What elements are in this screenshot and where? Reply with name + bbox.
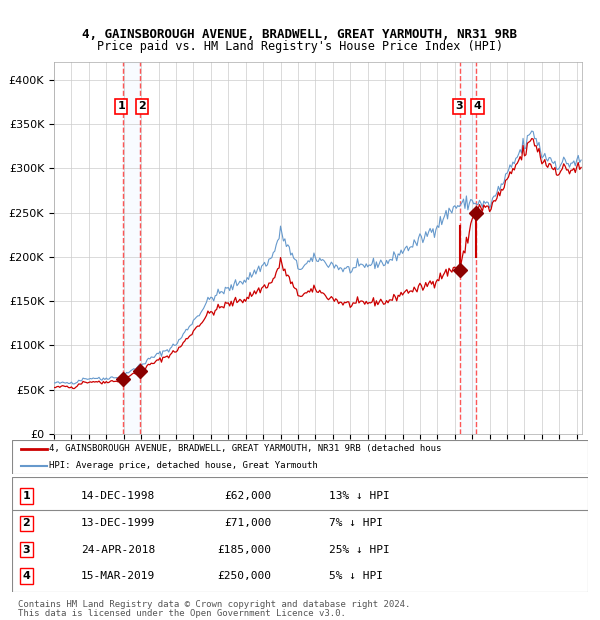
Text: 5% ↓ HPI: 5% ↓ HPI bbox=[329, 571, 383, 581]
Text: This data is licensed under the Open Government Licence v3.0.: This data is licensed under the Open Gov… bbox=[18, 609, 346, 618]
Text: HPI: Average price, detached house, Great Yarmouth: HPI: Average price, detached house, Grea… bbox=[49, 461, 318, 471]
Text: 7% ↓ HPI: 7% ↓ HPI bbox=[329, 518, 383, 528]
Text: 2: 2 bbox=[23, 518, 30, 528]
Text: 13% ↓ HPI: 13% ↓ HPI bbox=[329, 491, 389, 501]
Text: 25% ↓ HPI: 25% ↓ HPI bbox=[329, 544, 389, 555]
Text: 14-DEC-1998: 14-DEC-1998 bbox=[81, 491, 155, 501]
Text: 2: 2 bbox=[138, 101, 146, 111]
Text: 13-DEC-1999: 13-DEC-1999 bbox=[81, 518, 155, 528]
Bar bbox=[460, 62, 476, 434]
Text: 4: 4 bbox=[22, 571, 31, 581]
Text: 4: 4 bbox=[473, 101, 481, 111]
Text: 15-MAR-2019: 15-MAR-2019 bbox=[81, 571, 155, 581]
Text: £250,000: £250,000 bbox=[217, 571, 271, 581]
FancyBboxPatch shape bbox=[12, 477, 588, 592]
Text: 24-APR-2018: 24-APR-2018 bbox=[81, 544, 155, 555]
Bar bbox=[123, 62, 140, 434]
Text: 3: 3 bbox=[455, 101, 463, 111]
Text: Contains HM Land Registry data © Crown copyright and database right 2024.: Contains HM Land Registry data © Crown c… bbox=[18, 600, 410, 609]
Text: £71,000: £71,000 bbox=[224, 518, 271, 528]
Text: Price paid vs. HM Land Registry's House Price Index (HPI): Price paid vs. HM Land Registry's House … bbox=[97, 40, 503, 53]
Text: 1: 1 bbox=[23, 491, 30, 501]
Text: 1: 1 bbox=[118, 101, 125, 111]
Text: £185,000: £185,000 bbox=[217, 544, 271, 555]
Text: £62,000: £62,000 bbox=[224, 491, 271, 501]
FancyBboxPatch shape bbox=[12, 440, 588, 474]
Text: 3: 3 bbox=[23, 544, 30, 555]
Text: 4, GAINSBOROUGH AVENUE, BRADWELL, GREAT YARMOUTH, NR31 9RB: 4, GAINSBOROUGH AVENUE, BRADWELL, GREAT … bbox=[83, 28, 517, 41]
Text: 4, GAINSBOROUGH AVENUE, BRADWELL, GREAT YARMOUTH, NR31 9RB (detached hous: 4, GAINSBOROUGH AVENUE, BRADWELL, GREAT … bbox=[49, 444, 442, 453]
